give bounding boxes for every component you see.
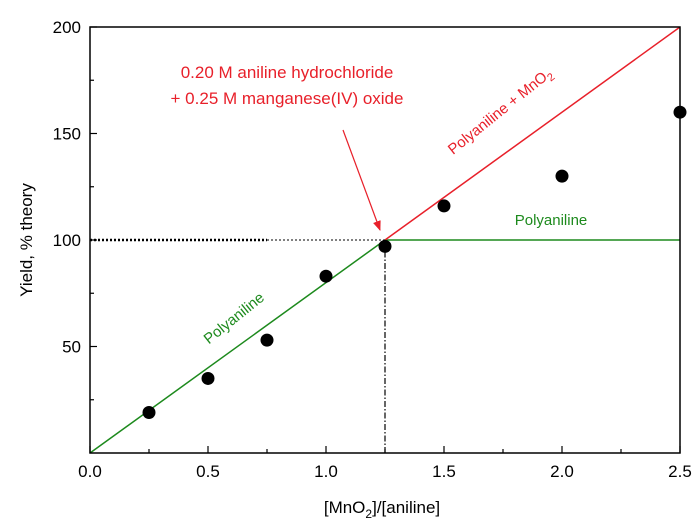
data-points [142,105,687,420]
y-tick-label: 200 [53,18,81,37]
x-axis-title-sub: 2 [365,507,372,521]
y-axis-title: Yield, % theory [17,183,36,297]
polyaniline-mno2-label-main: Polyaniline + MnO [445,69,551,159]
data-point-7 [555,169,569,183]
y-tick-label: 100 [53,231,81,250]
x-tick-label: 2.5 [668,462,692,481]
polyaniline-mno2-label: Polyaniline + MnO2 [445,65,558,161]
polyaniline-mno2-line [384,26,681,241]
y-tick-label: 150 [53,125,81,144]
x-axis-title: [MnO2]/[aniline] [324,498,440,521]
y-tick-label: 50 [62,338,81,357]
data-point-3 [260,333,274,347]
x-tick-label: 2.0 [550,462,574,481]
polyaniline-plateau-label: Polyaniline [515,212,588,229]
data-point-5 [378,239,392,253]
data-point-2 [201,371,215,385]
x-axis-title-suffix: ]/[aniline] [372,498,440,517]
annotation-arrow [342,129,381,231]
data-point-4 [319,269,333,283]
axis-ticks: 0.0 0.5 1.0 1.5 2.0 2.5 50 100 150 200 [53,18,692,481]
data-point-1 [142,406,156,420]
x-tick-label: 1.0 [314,462,338,481]
conditions-line-1: 0.20 M aniline hydrochloride [181,63,394,82]
x-tick-label: 0.5 [196,462,220,481]
x-axis-title-prefix: [MnO [324,498,366,517]
polyaniline-slope-label: Polyaniline [201,289,268,348]
data-point-6 [437,199,451,213]
conditions-line-2: + 0.25 M manganese(IV) oxide [171,89,404,108]
x-tick-label: 1.5 [432,462,456,481]
x-tick-label: 0.0 [78,462,102,481]
